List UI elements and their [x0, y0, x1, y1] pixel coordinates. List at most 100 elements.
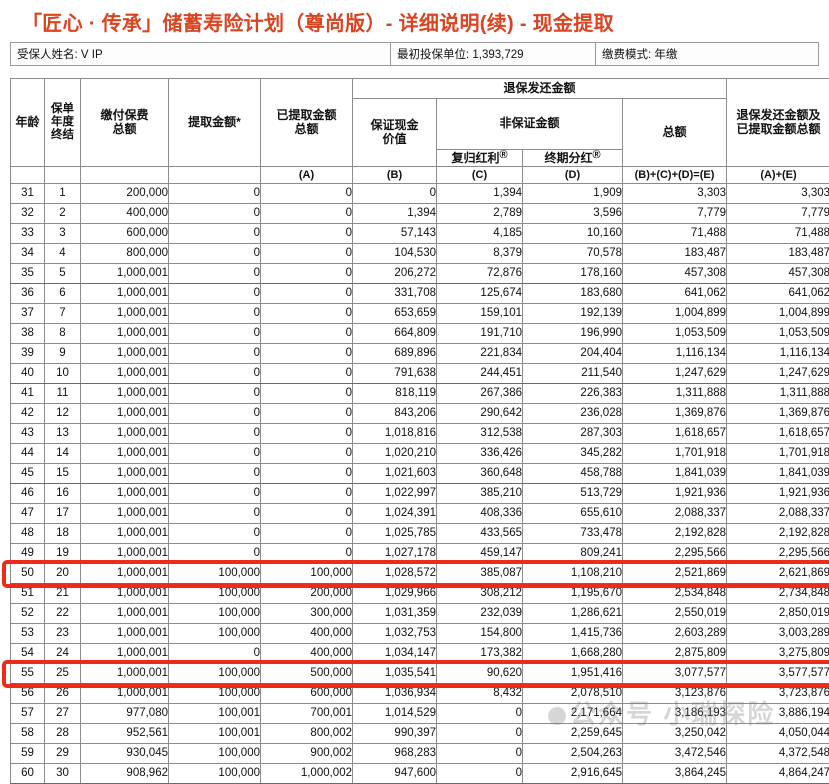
cell-reversionary_bonus: 336,426 [437, 444, 523, 464]
cell-surrender_plus_withdrawn: 1,311,888 [727, 384, 829, 404]
cell-policy_year_end: 2 [45, 204, 81, 224]
cell-total_premium_paid: 1,000,001 [81, 504, 169, 524]
header-surrender-value-group: 退保发还金额 [353, 79, 727, 99]
cell-terminal_bonus: 1,286,621 [523, 604, 623, 624]
code-surrender-plus-withdrawn: (A)+(E) [727, 167, 829, 184]
cell-guaranteed_cash_value: 57,143 [353, 224, 437, 244]
cell-terminal_bonus: 204,404 [523, 344, 623, 364]
cell-total_withdrawn: 0 [261, 404, 353, 424]
header-policy-year-end: 保单 年度 终结 [45, 79, 81, 167]
cell-age: 45 [11, 464, 45, 484]
cell-surrender_plus_withdrawn: 2,621,869 [727, 564, 829, 584]
cell-withdrawal_amount: 100,001 [169, 704, 261, 724]
cell-reversionary_bonus: 232,039 [437, 604, 523, 624]
cell-policy_year_end: 10 [45, 364, 81, 384]
cell-surrender_plus_withdrawn: 1,116,134 [727, 344, 829, 364]
cell-total_withdrawn: 0 [261, 304, 353, 324]
cell-total_withdrawn: 400,000 [261, 624, 353, 644]
cell-guaranteed_cash_value: 1,036,934 [353, 684, 437, 704]
cell-age: 60 [11, 764, 45, 784]
cell-total_premium_paid: 200,000 [81, 184, 169, 204]
header-terminal-bonus: 终期分红Ⓡ [523, 150, 623, 167]
table-row: 311200,0000001,3941,9093,3033,3031,393,7… [11, 184, 829, 204]
cell-total_premium_paid: 908,962 [81, 764, 169, 784]
cell-surrender_plus_withdrawn: 1,701,918 [727, 444, 829, 464]
cell-terminal_bonus: 2,504,263 [523, 744, 623, 764]
cell-total: 3,864,245 [623, 764, 727, 784]
cell-age: 59 [11, 744, 45, 764]
cell-age: 39 [11, 344, 45, 364]
cell-surrender_plus_withdrawn: 3,723,876 [727, 684, 829, 704]
cell-age: 43 [11, 424, 45, 444]
cell-surrender_plus_withdrawn: 457,308 [727, 264, 829, 284]
cell-age: 37 [11, 304, 45, 324]
cell-withdrawal_amount: 0 [169, 204, 261, 224]
cell-withdrawal_amount: 100,001 [169, 724, 261, 744]
cell-terminal_bonus: 2,916,645 [523, 764, 623, 784]
cell-surrender_plus_withdrawn: 1,053,509 [727, 324, 829, 344]
cell-total_withdrawn: 1,000,002 [261, 764, 353, 784]
cell-terminal_bonus: 1,415,736 [523, 624, 623, 644]
cell-reversionary_bonus: 433,565 [437, 524, 523, 544]
cell-surrender_plus_withdrawn: 1,369,876 [727, 404, 829, 424]
cell-guaranteed_cash_value: 968,283 [353, 744, 437, 764]
cell-policy_year_end: 24 [45, 644, 81, 664]
policy-info-bar: 受保人姓名: V IP 最初投保单位: 1,393,729 缴费模式: 年缴 [10, 42, 819, 66]
insured-name-field: 受保人姓名: V IP [11, 43, 391, 65]
cell-guaranteed_cash_value: 1,024,391 [353, 504, 437, 524]
cell-total: 2,088,337 [623, 504, 727, 524]
cell-total_withdrawn: 0 [261, 384, 353, 404]
cell-terminal_bonus: 1,108,210 [523, 564, 623, 584]
cell-total: 3,250,042 [623, 724, 727, 744]
cell-total_premium_paid: 1,000,001 [81, 424, 169, 444]
cell-total_premium_paid: 1,000,001 [81, 664, 169, 684]
cell-policy_year_end: 12 [45, 404, 81, 424]
cell-total: 2,295,566 [623, 544, 727, 564]
cell-guaranteed_cash_value: 1,031,359 [353, 604, 437, 624]
cell-total_premium_paid: 1,000,001 [81, 324, 169, 344]
cell-total_withdrawn: 200,000 [261, 584, 353, 604]
cell-reversionary_bonus: 4,185 [437, 224, 523, 244]
cell-reversionary_bonus: 173,382 [437, 644, 523, 664]
cell-total: 1,701,918 [623, 444, 727, 464]
cell-surrender_plus_withdrawn: 2,850,019 [727, 604, 829, 624]
cell-total: 3,123,876 [623, 684, 727, 704]
header-guaranteed-cash-value: 保证现金 价值 [353, 99, 437, 167]
cell-total: 2,521,869 [623, 564, 727, 584]
cell-age: 57 [11, 704, 45, 724]
cell-total_withdrawn: 0 [261, 444, 353, 464]
cell-total: 1,841,039 [623, 464, 727, 484]
header-withdrawal-amount: 提取金额* [169, 79, 261, 167]
cell-reversionary_bonus: 0 [437, 724, 523, 744]
cell-age: 49 [11, 544, 45, 564]
cell-total: 2,603,289 [623, 624, 727, 644]
cell-policy_year_end: 25 [45, 664, 81, 684]
cell-total_withdrawn: 0 [261, 224, 353, 244]
cell-policy_year_end: 28 [45, 724, 81, 744]
cell-age: 31 [11, 184, 45, 204]
cell-policy_year_end: 15 [45, 464, 81, 484]
cell-total_withdrawn: 500,000 [261, 664, 353, 684]
cell-withdrawal_amount: 100,000 [169, 764, 261, 784]
cell-guaranteed_cash_value: 689,896 [353, 344, 437, 364]
cell-terminal_bonus: 1,668,280 [523, 644, 623, 664]
cell-guaranteed_cash_value: 653,659 [353, 304, 437, 324]
footnote-marker-icon: Ⓡ [500, 150, 508, 159]
cell-reversionary_bonus: 408,336 [437, 504, 523, 524]
cell-terminal_bonus: 733,478 [523, 524, 623, 544]
cell-terminal_bonus: 513,729 [523, 484, 623, 504]
cell-total_withdrawn: 0 [261, 484, 353, 504]
cell-withdrawal_amount: 100,000 [169, 564, 261, 584]
cell-withdrawal_amount: 0 [169, 364, 261, 384]
cell-surrender_plus_withdrawn: 3,577,577 [727, 664, 829, 684]
cell-total: 1,921,936 [623, 484, 727, 504]
cell-age: 41 [11, 384, 45, 404]
cell-reversionary_bonus: 159,101 [437, 304, 523, 324]
